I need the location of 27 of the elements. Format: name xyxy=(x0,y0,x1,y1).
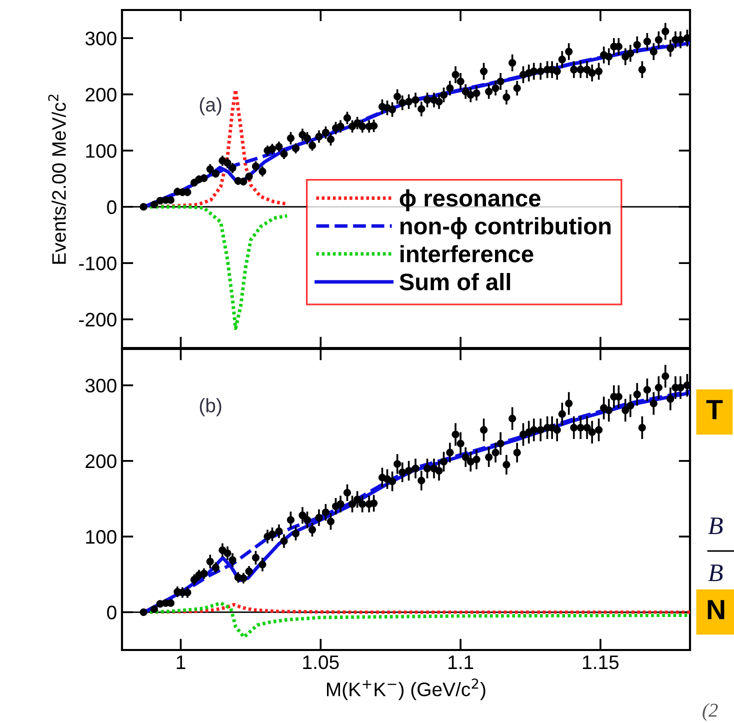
legend-label: interference xyxy=(400,245,534,262)
y-tick-label: 0 xyxy=(107,200,116,214)
y-tick-label: -200 xyxy=(79,312,116,327)
y-tick-label: 300 xyxy=(85,378,116,393)
y-tick-label: -100 xyxy=(79,256,116,270)
text: B xyxy=(708,518,723,534)
y-tick-label: 300 xyxy=(85,32,116,46)
x-tick-label: 1.05 xyxy=(303,655,339,670)
x-tick-label: 1 xyxy=(176,656,186,669)
y-tick-label: 0 xyxy=(107,606,116,620)
legend-label: ϕ resonance xyxy=(400,189,540,212)
x-tick-label: 1.1 xyxy=(448,656,474,669)
legend-label: non-ϕ contribution xyxy=(400,217,611,240)
y-axis-title: Events/2.00 MeV/c$^{2}$ xyxy=(48,94,66,264)
text: B xyxy=(708,564,723,582)
y-tick-label: 200 xyxy=(86,88,116,102)
y-tick-label: 100 xyxy=(86,530,116,544)
x-tick-label: 1.15 xyxy=(583,656,619,670)
legend-label: Sum of all xyxy=(400,272,510,290)
y-tick-label: 200 xyxy=(86,454,116,468)
text: N xyxy=(708,600,724,620)
x-axis-title: M(K$^{+}$K$^{−}$) (GeV/c$^{2}$) xyxy=(327,678,486,700)
annotation: (b) xyxy=(200,398,222,416)
text: T xyxy=(706,400,723,420)
text: (2 xyxy=(702,703,718,721)
y-tick-label: 100 xyxy=(86,144,116,158)
annotation: (a) xyxy=(200,97,222,116)
